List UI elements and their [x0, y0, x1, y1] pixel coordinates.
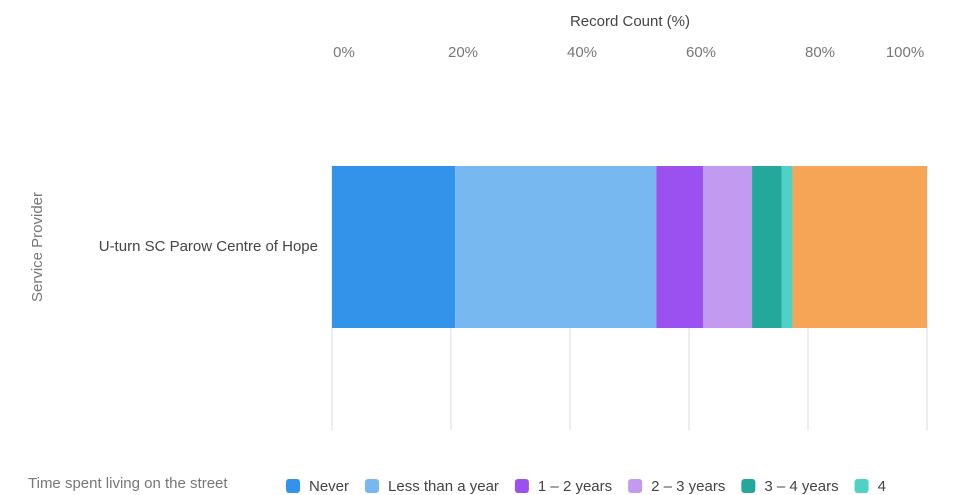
- bar-segment: [455, 166, 657, 328]
- bar-segment: [781, 166, 793, 328]
- legend-label: 4: [878, 478, 886, 495]
- legend-label: Never: [309, 478, 349, 495]
- bar-segment: [792, 166, 927, 328]
- legend-swatch: [514, 479, 529, 493]
- bar-segment: [703, 166, 753, 328]
- bar-segment: [752, 166, 782, 328]
- legend-label: 3 – 4 years: [764, 478, 838, 495]
- legend-title: Time spent living on the street: [28, 475, 228, 492]
- legend-swatch: [741, 479, 756, 493]
- bar-segment: [656, 166, 704, 328]
- legend-swatch: [854, 479, 869, 493]
- y-tick-label: U-turn SC Parow Centre of Hope: [99, 238, 318, 255]
- legend-label: Less than a year: [388, 478, 499, 495]
- x-tick-label: 20%: [448, 44, 478, 61]
- legend-swatch: [628, 479, 643, 493]
- y-axis-label: Service Provider: [29, 192, 46, 302]
- x-axis-label: Record Count (%): [570, 13, 690, 30]
- legend-label: 2 – 3 years: [651, 478, 725, 495]
- legend-swatch: [365, 479, 380, 493]
- legend-label: 1 – 2 years: [538, 478, 612, 495]
- x-tick-label: 40%: [567, 44, 597, 61]
- x-tick-label: 60%: [686, 44, 716, 61]
- legend-swatch: [286, 479, 300, 493]
- bar-segment: [332, 166, 456, 328]
- x-tick-label: 80%: [805, 44, 835, 61]
- x-tick-label: 100%: [886, 44, 924, 61]
- x-tick-label: 0%: [333, 44, 355, 61]
